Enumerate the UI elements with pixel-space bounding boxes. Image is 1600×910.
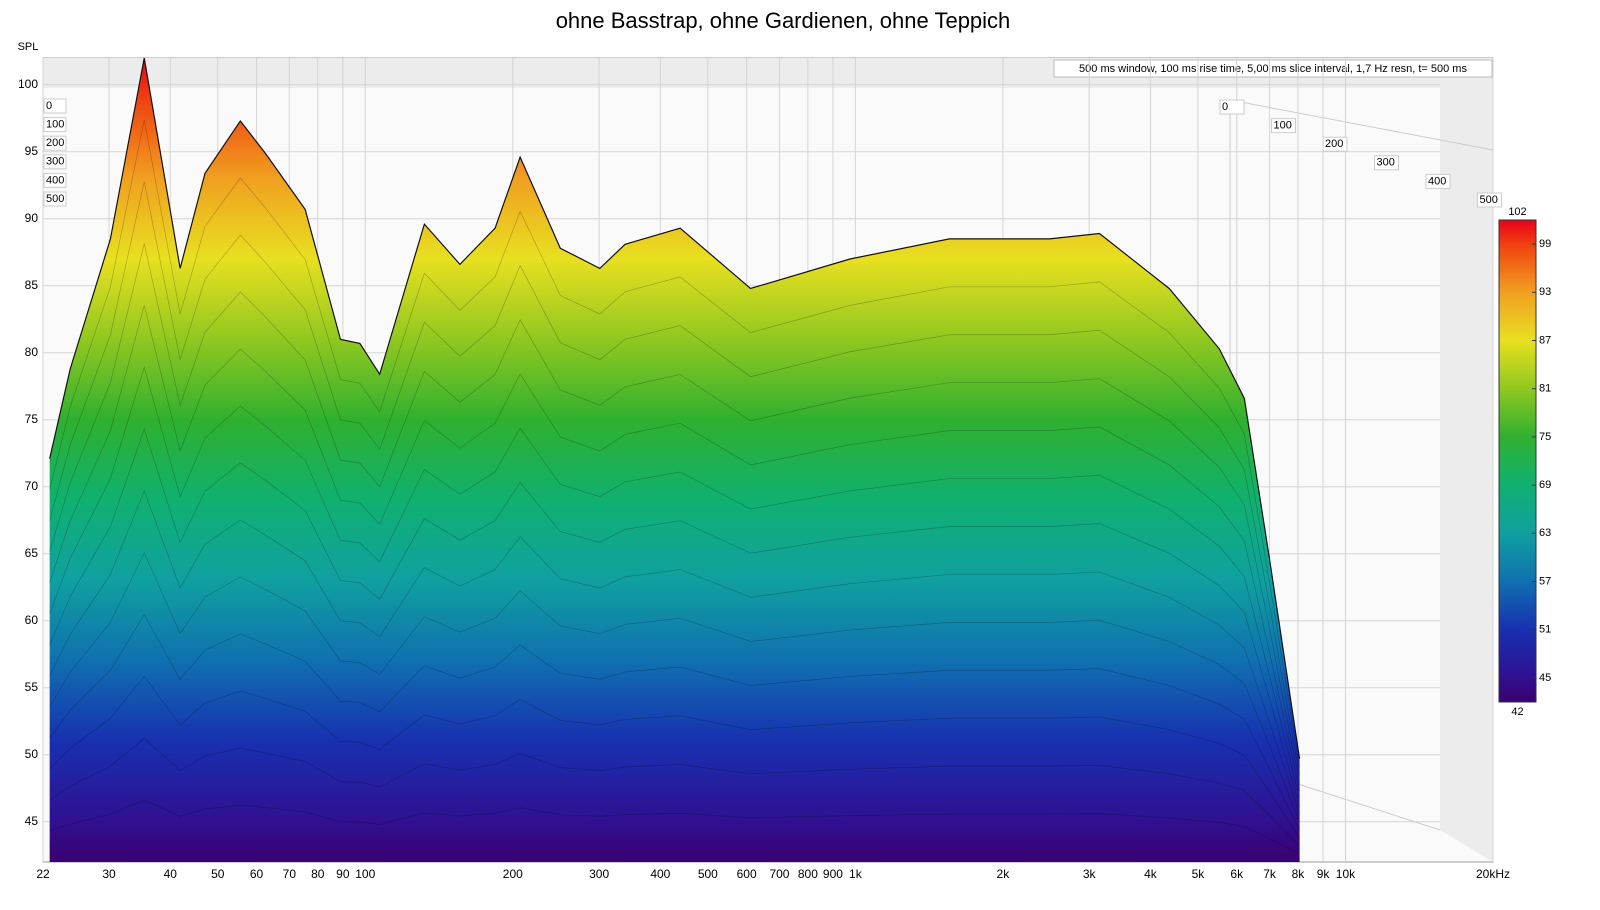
- x-tick-label: 22: [36, 867, 50, 881]
- y-tick-label: 90: [25, 211, 39, 225]
- colorbar-tick-label: 102: [1508, 206, 1526, 218]
- x-tick-label: 30: [102, 867, 116, 881]
- slice-line: [49, 737, 1300, 847]
- colorbar-tick-label: 87: [1539, 334, 1551, 346]
- colorbar-tick-label: 57: [1539, 575, 1551, 587]
- time-label-box: [43, 135, 67, 151]
- slice-line: [49, 613, 1300, 831]
- time-label-box: [43, 117, 67, 133]
- colorbar-tick-label: 42: [1511, 706, 1523, 718]
- x-tick-label: 400: [650, 867, 670, 881]
- x-tick-label: 800: [798, 867, 818, 881]
- y-tick-label: 100: [18, 77, 38, 91]
- colorbar-tick-label: 75: [1539, 431, 1551, 443]
- y-tick-label: 75: [25, 412, 39, 426]
- y-tick-label: 70: [25, 479, 39, 493]
- time-label: 100: [46, 119, 64, 131]
- time-label-box: [1425, 173, 1451, 189]
- time-label-box: [1219, 99, 1245, 115]
- slice-line: [49, 799, 1300, 855]
- x-tick-label: 3k: [1083, 867, 1097, 881]
- annotation-box: [1053, 59, 1493, 78]
- slice-line: [49, 243, 1300, 783]
- colorbar-tick-label: 93: [1539, 286, 1551, 298]
- surface-edge: [49, 57, 1301, 759]
- time-label: 500: [46, 193, 64, 205]
- x-tick-label: 10k: [1336, 867, 1356, 881]
- y-tick-label: 55: [25, 680, 39, 694]
- x-tick-label: 1k: [849, 867, 863, 881]
- time-label: 200: [1325, 138, 1343, 150]
- x-tick-label: 60: [250, 867, 264, 881]
- colorbar-tick-label: 69: [1539, 479, 1551, 491]
- x-tick-label: 7k: [1263, 867, 1277, 881]
- x-tick-label: 6k: [1230, 867, 1244, 881]
- time-label: 200: [46, 137, 64, 149]
- perspective-line: [1229, 99, 1494, 151]
- colorbar-tick-label: 81: [1539, 383, 1551, 395]
- colorbar-tick-label: 45: [1539, 672, 1551, 684]
- time-label: 0: [46, 100, 52, 112]
- slice-line: [49, 427, 1300, 807]
- time-label-box: [1374, 155, 1399, 171]
- x-tick-label: 500: [698, 867, 718, 881]
- surface-fill: [49, 58, 1300, 862]
- colorbar-tick-label: 63: [1539, 527, 1551, 539]
- y-tick-label: 50: [25, 747, 39, 761]
- x-tick-label: 900: [823, 867, 843, 881]
- time-label: 0: [1222, 101, 1228, 113]
- slice-line: [49, 119, 1300, 767]
- chart-title: ohne Basstrap, ohne Gardienen, ohne Tepp…: [556, 8, 1011, 33]
- x-tick-label: 2k: [997, 867, 1011, 881]
- annotation: 500 ms window, 100 ms rise time, 5,00 ms…: [1079, 63, 1467, 75]
- x-tick-label: 5k: [1192, 867, 1206, 881]
- y-axis-label: SPL: [18, 41, 39, 53]
- slice-line: [49, 181, 1300, 775]
- time-label: 400: [46, 174, 64, 186]
- y-tick-label: 60: [25, 613, 39, 627]
- time-label-box: [1477, 192, 1502, 208]
- time-label-box: [43, 172, 67, 188]
- x-tick-label: 70: [283, 867, 297, 881]
- y-tick-label: 95: [25, 144, 39, 158]
- slice-line: [49, 305, 1300, 791]
- y-tick-label: 85: [25, 278, 39, 292]
- x-tick-label: 600: [737, 867, 757, 881]
- time-label: 100: [1274, 120, 1292, 132]
- time-label-box: [43, 191, 67, 207]
- colorbar-tick-label: 99: [1539, 238, 1551, 250]
- x-tick-label: 80: [311, 867, 325, 881]
- x-tick-label: 200: [503, 867, 523, 881]
- slice-line: [49, 489, 1300, 815]
- x-tick-label: 20kHz: [1476, 867, 1510, 881]
- slice-line: [49, 551, 1300, 823]
- x-tick-label: 100: [355, 867, 375, 881]
- x-tick-label: 40: [164, 867, 178, 881]
- time-label: 300: [1377, 157, 1395, 169]
- x-tick-label: 8k: [1292, 867, 1306, 881]
- y-tick-label: 45: [25, 814, 39, 828]
- time-label-box: [43, 154, 67, 170]
- time-label-box: [43, 98, 67, 114]
- slice-line: [49, 675, 1300, 839]
- x-tick-label: 90: [336, 867, 350, 881]
- colorbar-tick-label: 51: [1539, 624, 1551, 636]
- time-label: 300: [46, 156, 64, 168]
- x-tick-label: 4k: [1144, 867, 1158, 881]
- x-tick-label: 9k: [1317, 867, 1331, 881]
- x-tick-label: 300: [589, 867, 609, 881]
- time-label-box: [1271, 118, 1296, 134]
- x-tick-label: 50: [211, 867, 225, 881]
- time-label-box: [1322, 136, 1348, 152]
- time-label: 400: [1428, 175, 1446, 187]
- y-tick-label: 65: [25, 546, 39, 560]
- x-tick-label: 700: [769, 867, 789, 881]
- time-label: 500: [1480, 194, 1498, 206]
- colorbar: [1498, 219, 1537, 703]
- y-tick-label: 80: [25, 345, 39, 359]
- slice-line: [49, 365, 1300, 799]
